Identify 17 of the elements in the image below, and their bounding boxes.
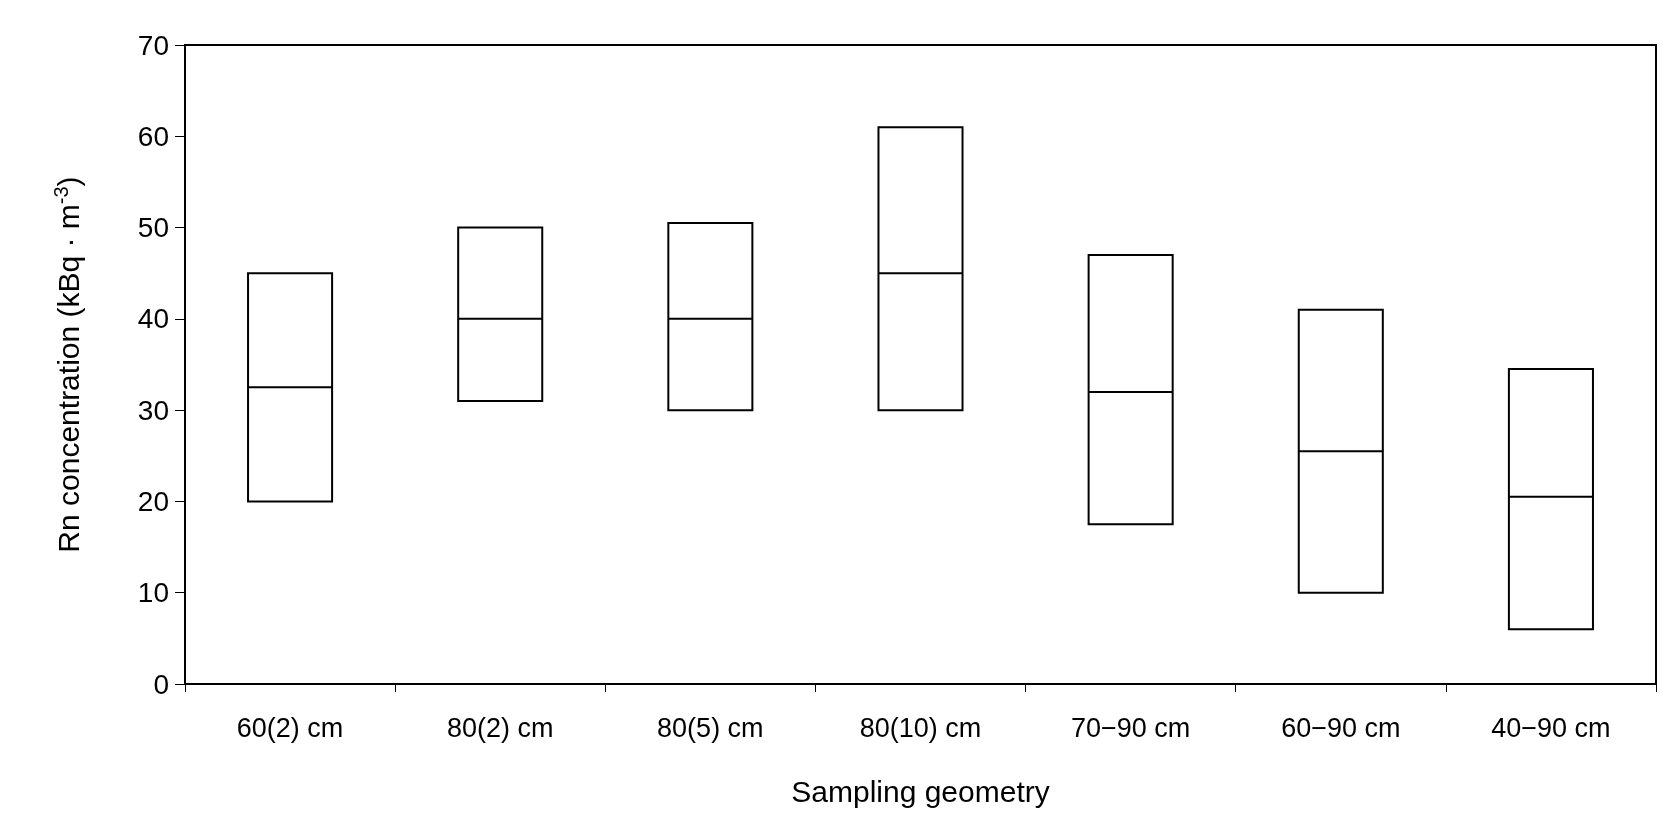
x-tick-label: 80(2) cm bbox=[446, 712, 554, 743]
y-tick-label: 70 bbox=[137, 29, 169, 61]
x-axis-title: Sampling geometry bbox=[791, 774, 1050, 808]
y-tick-label: 10 bbox=[137, 577, 169, 609]
y-tick-label: 60 bbox=[137, 120, 169, 152]
y-axis-title: Rn concentration (kBq · m-3) bbox=[50, 176, 85, 553]
x-tick-label: 60−90 cm bbox=[1281, 712, 1401, 743]
x-tick-label: 40−90 cm bbox=[1491, 712, 1611, 743]
x-tick-label: 80(5) cm bbox=[657, 712, 764, 743]
y-tick-label: 20 bbox=[137, 485, 169, 517]
y-tick-label: 0 bbox=[153, 668, 169, 700]
y-tick-label: 30 bbox=[137, 394, 169, 426]
x-tick-label: 60(2) cm bbox=[236, 712, 344, 743]
x-tick-label: 80(10) cm bbox=[859, 712, 982, 743]
y-tick-label: 40 bbox=[137, 303, 169, 335]
x-tick-label: 70−90 cm bbox=[1070, 712, 1191, 743]
y-tick-label: 50 bbox=[137, 212, 169, 244]
